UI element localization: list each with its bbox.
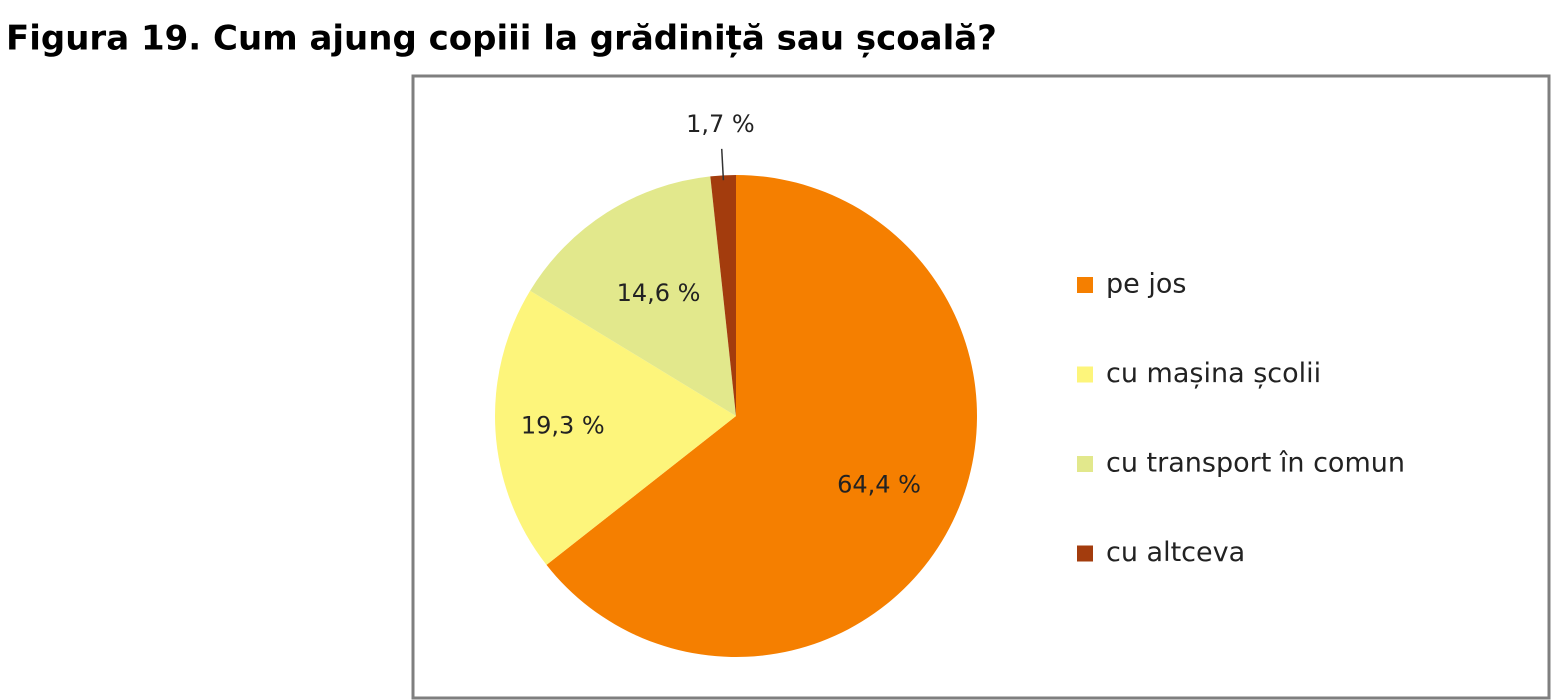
legend-label: cu altceva bbox=[1106, 537, 1245, 568]
legend-label: cu mașina școlii bbox=[1106, 358, 1321, 389]
leader-line bbox=[720, 148, 725, 181]
legend-swatch bbox=[1077, 456, 1093, 472]
chart-title: Figura 19. Cum ajung copiii la grădiniță… bbox=[6, 19, 997, 59]
pie-slice bbox=[710, 175, 736, 416]
legend-label: cu transport în comun bbox=[1106, 448, 1405, 479]
data-label: 1,7 % bbox=[686, 110, 755, 138]
data-label: 64,4 % bbox=[837, 471, 921, 499]
pie-slice bbox=[495, 290, 736, 565]
data-label: 19,3 % bbox=[521, 411, 605, 439]
pie-slice bbox=[546, 175, 977, 657]
legend-swatch bbox=[1077, 545, 1093, 562]
legend-label: pe jos bbox=[1106, 269, 1186, 300]
pie-slice bbox=[530, 176, 736, 416]
data-label: 14,6 % bbox=[617, 279, 701, 307]
legend-swatch bbox=[1077, 277, 1093, 293]
legend-swatch bbox=[1077, 366, 1093, 383]
